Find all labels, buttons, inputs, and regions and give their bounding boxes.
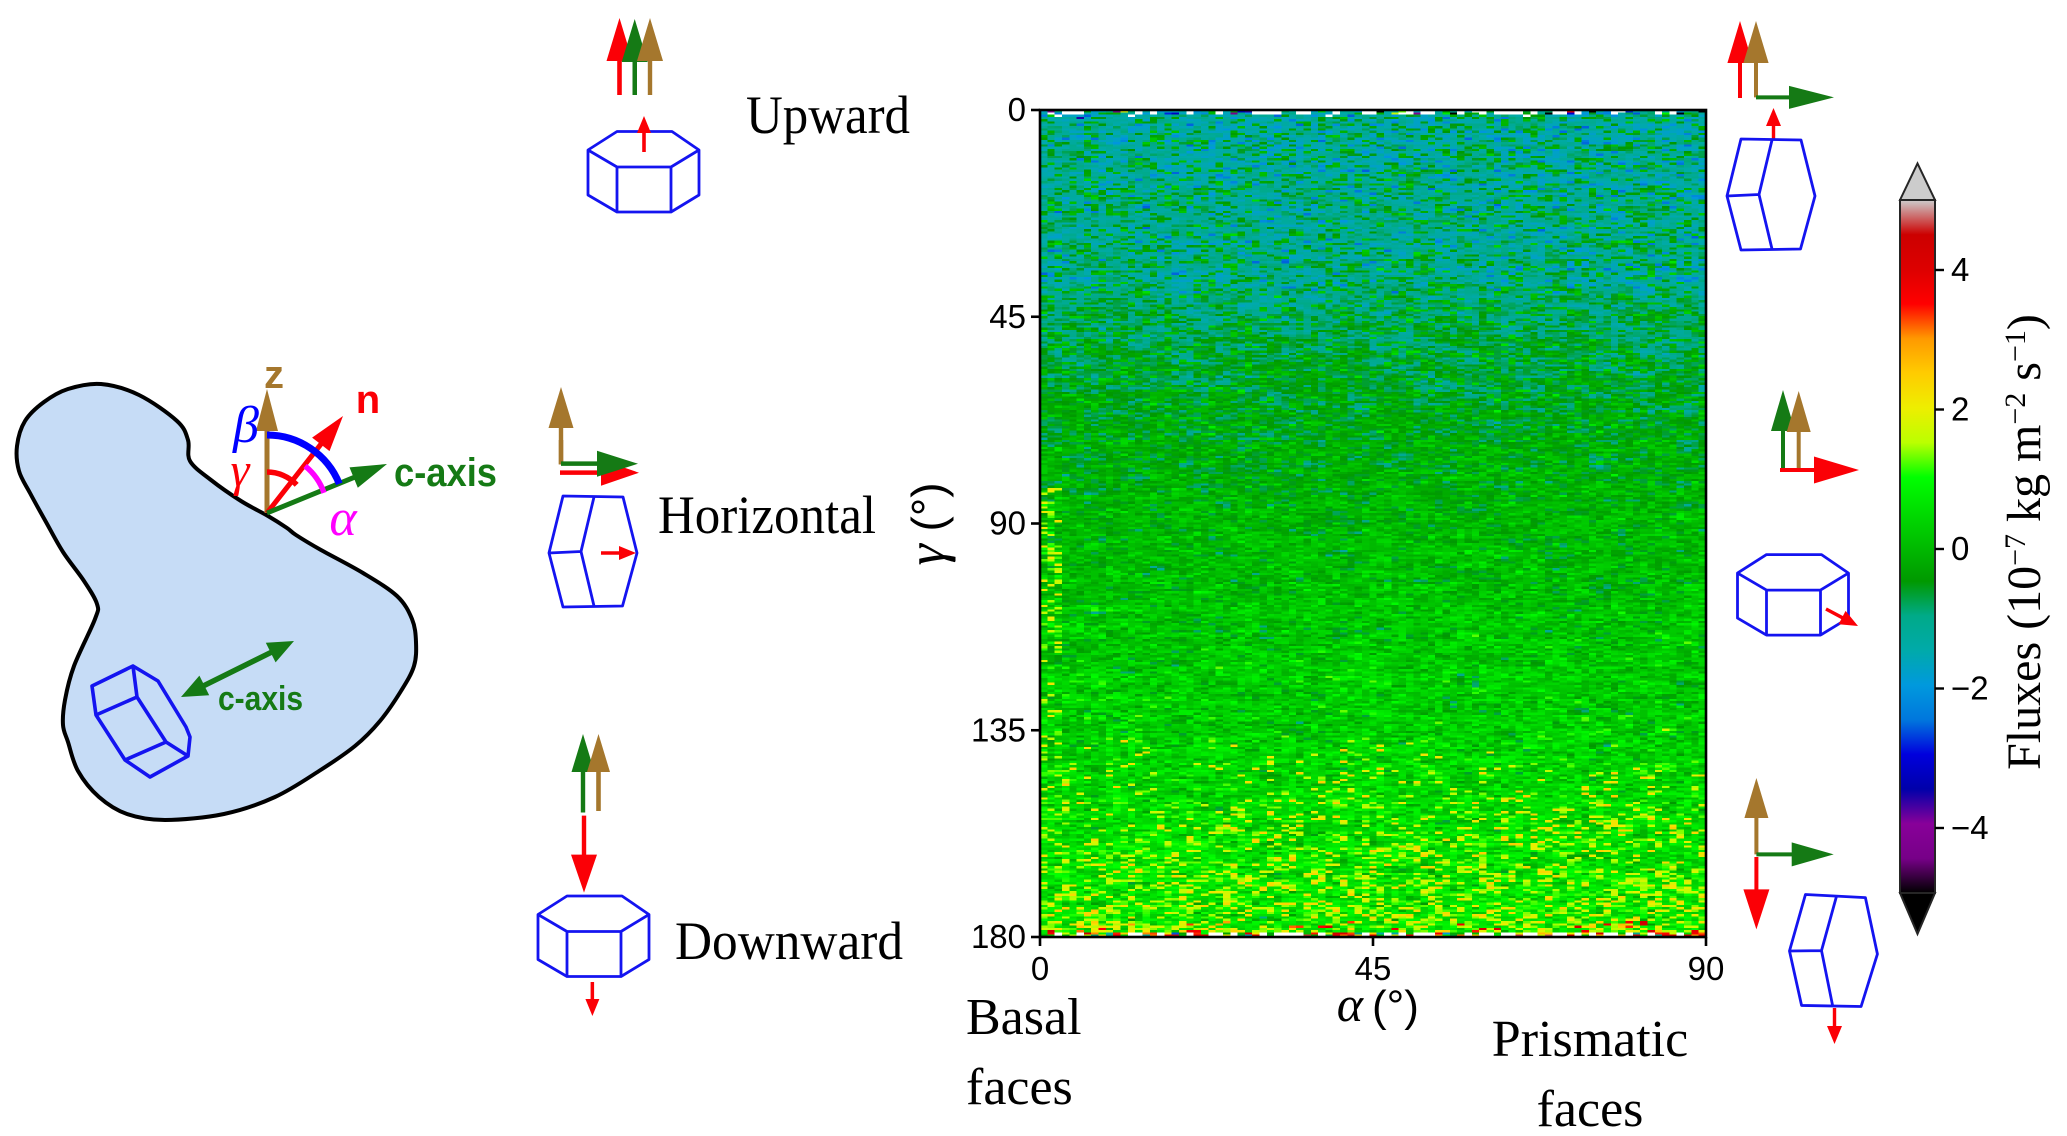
- svg-text:45: 45: [989, 298, 1026, 335]
- svg-text:0: 0: [1951, 530, 1969, 567]
- svg-text:−2: −2: [1951, 670, 1989, 707]
- svg-text:4: 4: [1951, 251, 1969, 288]
- svg-text:45: 45: [1355, 950, 1392, 987]
- svg-text:2: 2: [1951, 391, 1969, 428]
- svg-text:Basal: Basal: [966, 989, 1082, 1046]
- svg-text:γ: γ: [231, 444, 251, 497]
- svg-text:135: 135: [971, 711, 1026, 748]
- svg-text:α: α: [1337, 976, 1365, 1032]
- svg-text:Downward: Downward: [675, 911, 903, 971]
- svg-text:(°): (°): [1372, 982, 1419, 1031]
- svg-text:c-axis: c-axis: [394, 451, 497, 495]
- svg-text:90: 90: [1688, 950, 1725, 987]
- svg-text:z: z: [264, 353, 284, 397]
- svg-text:0: 0: [1008, 91, 1026, 128]
- svg-text:faces: faces: [966, 1059, 1073, 1116]
- svg-text:−4: −4: [1951, 809, 1989, 846]
- svg-text:c-axis: c-axis: [218, 680, 303, 718]
- svg-text:γ (°): γ (°): [896, 482, 956, 565]
- svg-text:n: n: [356, 378, 380, 422]
- svg-text:α: α: [329, 490, 358, 547]
- svg-text:180: 180: [971, 918, 1026, 955]
- svg-text:90: 90: [989, 505, 1026, 542]
- svg-text:Horizontal: Horizontal: [658, 485, 876, 545]
- svg-text:Upward: Upward: [746, 85, 910, 145]
- svg-text:β: β: [232, 397, 259, 454]
- svg-text:Fluxes (10−7 kg m−2 s−1): Fluxes (10−7 kg m−2 s−1): [1998, 314, 2051, 770]
- svg-text:0: 0: [1031, 950, 1049, 987]
- svg-text:faces: faces: [1537, 1081, 1644, 1136]
- svg-text:Prismatic: Prismatic: [1492, 1011, 1688, 1068]
